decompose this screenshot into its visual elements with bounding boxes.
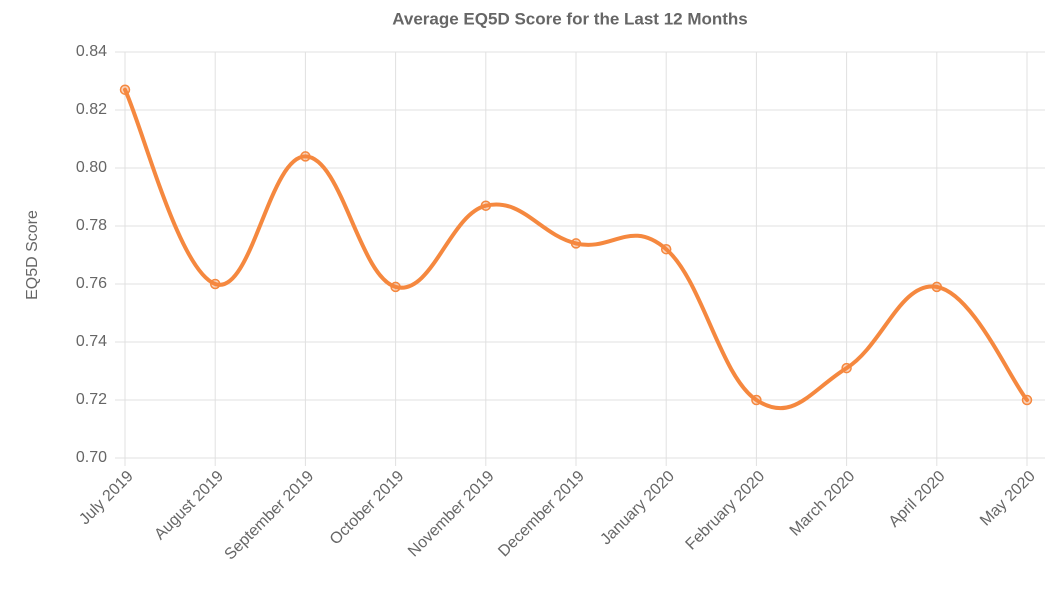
point	[119, 84, 131, 95]
point	[390, 281, 401, 293]
line	[123, 87, 1029, 411]
x-tick-label: July 2019	[76, 468, 137, 529]
x-tick-label: January 2020	[597, 468, 678, 549]
point	[209, 278, 221, 290]
y-tick-label: 0.74	[76, 333, 107, 350]
y-tick-label: 0.76	[76, 275, 107, 292]
y-tick-label: 0.72	[76, 391, 107, 408]
x-tick-label: September 2019	[222, 468, 318, 564]
x-tick-label: November 2019	[405, 468, 498, 561]
y-axis-label: EQ5D Score	[24, 210, 41, 300]
y-tick-label: 0.82	[76, 101, 107, 118]
x-tick-label: February 2020	[683, 468, 769, 554]
y-tick-label: 0.80	[76, 159, 107, 176]
point	[570, 238, 582, 249]
point	[931, 281, 943, 293]
point	[841, 362, 852, 374]
x-tick-label: August 2019	[151, 468, 227, 544]
point	[300, 151, 311, 162]
point	[660, 243, 672, 255]
x-tick-label: March 2020	[787, 468, 859, 540]
y-tick-label: 0.84	[76, 43, 107, 60]
point	[480, 200, 492, 211]
x-tick-label: May 2020	[977, 468, 1039, 530]
x-tick-label: October 2019	[327, 468, 408, 549]
chart-title: Average EQ5D Score for the Last 12 Month…	[392, 9, 748, 28]
y-tick-label: 0.78	[76, 217, 107, 234]
x-tick-label: December 2019	[495, 468, 588, 561]
point	[1021, 394, 1033, 406]
x-tick-label: April 2020	[886, 468, 949, 531]
point	[751, 394, 762, 406]
y-tick-label: 0.70	[76, 449, 107, 466]
